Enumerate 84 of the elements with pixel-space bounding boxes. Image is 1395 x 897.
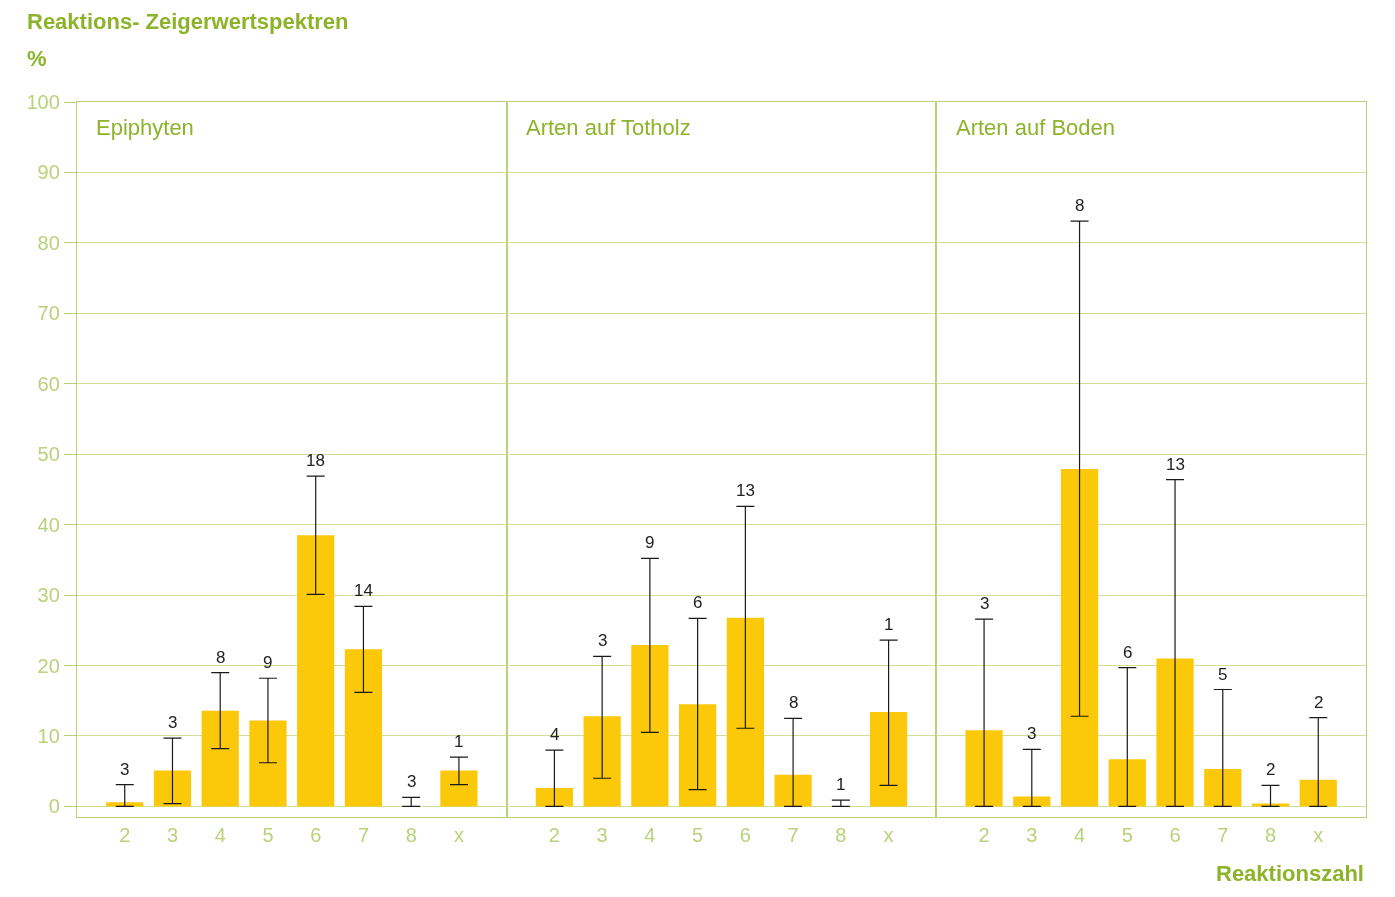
x-tick-label: 5: [692, 824, 704, 847]
x-tick-label: 6: [310, 824, 322, 847]
x-tick-label: 3: [596, 824, 608, 847]
x-tick-label: 3: [1026, 824, 1038, 847]
x-tick-label: 6: [1169, 824, 1181, 847]
x-tick-label: 8: [1264, 824, 1277, 847]
bar: [679, 704, 717, 807]
y-tick-label: 80: [37, 231, 60, 254]
y-tick-label: 10: [37, 724, 60, 747]
bar: [869, 712, 908, 807]
annotation: 5: [1218, 665, 1228, 684]
annotation: 18: [306, 451, 325, 470]
annotation: 2: [1314, 693, 1324, 712]
annotation: 4: [550, 725, 560, 744]
y-tick-label: 0: [48, 795, 60, 818]
y-tick-label: 50: [37, 443, 60, 466]
bar: [153, 770, 192, 807]
bar: [1060, 469, 1099, 807]
text: Arten auf Boden: [956, 115, 1116, 140]
x-tick-label: 3: [166, 824, 179, 847]
x-tick-label: 7: [787, 824, 799, 847]
x-tick-label: 8: [405, 824, 417, 847]
annotation: 2: [1266, 760, 1276, 779]
x-tick-label: x: [883, 824, 894, 847]
chart-title: Reaktions- Zeigerwertspektren: [27, 9, 349, 34]
bar: [1299, 779, 1337, 807]
annotation: 3: [980, 594, 990, 613]
annotation: 13: [1166, 455, 1185, 474]
x-tick-label: 7: [1217, 824, 1229, 847]
annotation: 3: [168, 713, 178, 732]
y-tick-label: 30: [37, 584, 60, 607]
annotation: 3: [407, 772, 417, 791]
bar: [1108, 759, 1146, 807]
x-tick-label: 5: [262, 824, 274, 847]
bar: [440, 770, 478, 807]
annotation: 9: [263, 653, 273, 672]
bar: [774, 774, 812, 807]
annotation: 8: [216, 648, 226, 667]
x-tick-label: 4: [1073, 824, 1086, 847]
y-tick-label: 40: [37, 513, 60, 536]
x-tick-label: 2: [548, 824, 560, 847]
y-tick-label: 20: [37, 654, 60, 677]
annotation: 8: [789, 693, 799, 712]
x-tick-label: x: [1313, 824, 1324, 847]
y-tick-label: 90: [37, 161, 60, 184]
annotation: 13: [736, 481, 755, 500]
annotation: 3: [598, 631, 608, 650]
bar: [535, 788, 574, 807]
y-axis-title: %: [27, 46, 47, 71]
x-tick-label: 5: [1121, 824, 1133, 847]
bar: [726, 617, 764, 807]
x-tick-label: 8: [835, 824, 847, 847]
bar: [249, 720, 287, 807]
annotation: 1: [836, 775, 846, 794]
x-tick-label: 6: [739, 824, 751, 847]
bar: [1156, 658, 1194, 807]
annotation: 1: [454, 732, 464, 751]
annotation: 1: [884, 615, 894, 634]
bar: [344, 649, 383, 807]
x-tick-label: 2: [119, 824, 131, 847]
text: Epiphyten: [96, 115, 194, 140]
y-tick-label: 60: [37, 372, 60, 395]
x-tick-label: 4: [644, 824, 656, 847]
annotation: 8: [1075, 196, 1085, 215]
bar: [201, 710, 239, 807]
bar: [583, 716, 621, 807]
x-axis-title: Reaktionszahl: [1216, 861, 1364, 886]
annotation: 9: [645, 533, 655, 552]
bar: [965, 730, 1003, 807]
annotation: 6: [693, 593, 703, 612]
annotation: 3: [120, 760, 130, 779]
bar: [1204, 769, 1242, 807]
x-tick-label: 4: [214, 824, 226, 847]
x-tick-label: x: [453, 824, 464, 847]
x-tick-label: 2: [978, 824, 990, 847]
y-tick-label: 100: [26, 91, 60, 113]
text: Arten auf Totholz: [526, 115, 691, 140]
x-tick-label: 7: [357, 824, 369, 847]
annotation: 6: [1123, 643, 1133, 662]
bar: [297, 535, 335, 807]
bar: [631, 645, 669, 807]
annotation: 3: [1027, 724, 1037, 743]
annotation: 14: [354, 581, 373, 600]
y-tick-label: 70: [37, 302, 60, 325]
